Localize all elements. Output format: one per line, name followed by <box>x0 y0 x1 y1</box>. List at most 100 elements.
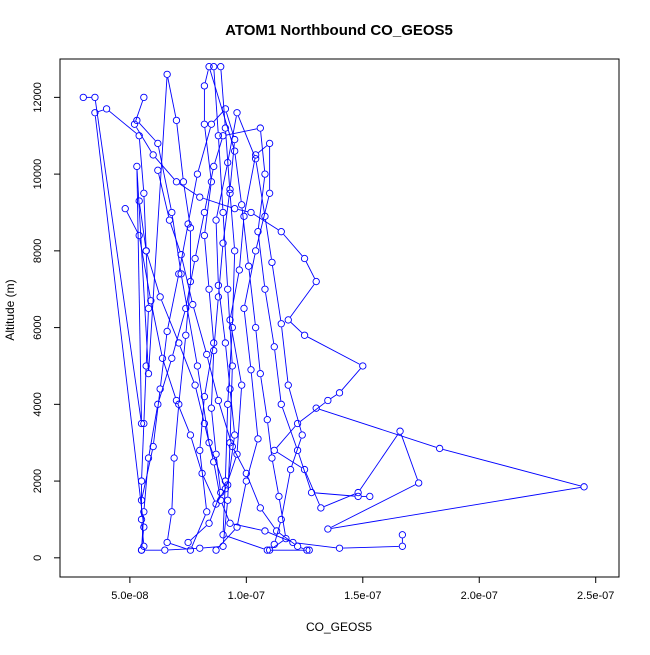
data-point <box>200 231 209 240</box>
data-point <box>284 316 292 324</box>
data-point <box>359 362 367 370</box>
data-point <box>300 254 309 263</box>
data-point <box>207 404 216 412</box>
data-point <box>231 147 239 155</box>
data-point <box>182 331 190 339</box>
data-point <box>270 540 278 549</box>
series-line-segment <box>158 146 172 210</box>
series-line-segment <box>400 434 418 480</box>
series-line-segment <box>246 442 258 478</box>
data-point <box>135 231 143 240</box>
data-point <box>147 297 155 305</box>
series-line-segment <box>185 261 195 305</box>
data-point <box>396 427 404 435</box>
series-line-segment <box>211 354 215 405</box>
data-point <box>196 446 204 455</box>
series-line-segment <box>260 377 268 417</box>
data-point <box>219 208 227 217</box>
data-point <box>261 527 269 535</box>
data-point <box>265 139 274 148</box>
series-line-segment <box>195 388 204 421</box>
series-line-segment <box>255 162 265 213</box>
series-line-segment <box>220 70 226 125</box>
data-point <box>282 534 290 543</box>
data-point <box>205 285 213 293</box>
series-line-segment <box>188 177 198 221</box>
series-line-segment <box>244 254 256 305</box>
data-point <box>207 120 216 128</box>
data-point <box>231 431 239 439</box>
series-line-segment <box>193 307 207 352</box>
data-point <box>154 166 162 174</box>
series-line-segment <box>151 304 163 355</box>
series-line-segment <box>315 492 355 497</box>
x-axis-label: CO_GEOS5 <box>306 620 372 634</box>
data-point <box>168 208 176 217</box>
series-line-segment <box>191 438 202 471</box>
x-tick-label: 5.0e-08 <box>111 590 148 602</box>
series-line-segment <box>176 123 184 179</box>
data-point <box>186 431 195 439</box>
data-point <box>231 135 239 144</box>
data-point <box>226 519 234 527</box>
data-point <box>214 293 223 301</box>
series-line-segment <box>143 196 147 248</box>
data-point <box>102 105 111 113</box>
x-tick-label: 2.0e-07 <box>461 590 498 602</box>
data-point <box>256 124 264 132</box>
y-tick-label: 8000 <box>32 239 44 263</box>
data-point <box>161 546 169 554</box>
series-line-segment <box>276 425 296 448</box>
series-line-segment <box>265 292 275 344</box>
series-line-segment <box>218 246 224 294</box>
series-line-segment <box>199 453 207 509</box>
data-point <box>233 450 241 458</box>
data-point <box>168 508 176 516</box>
series-line-segment <box>257 177 265 229</box>
series-line-segment <box>300 547 304 550</box>
series-line-segment <box>255 331 261 371</box>
series-line-segment <box>145 311 149 363</box>
series-line-segment <box>230 323 242 382</box>
data-point <box>242 469 250 478</box>
series-5 <box>79 63 290 554</box>
series-line-segment <box>225 131 231 190</box>
series-line-segment <box>343 545 399 549</box>
data-point <box>224 496 232 504</box>
data-point <box>121 204 129 213</box>
series-line-segment <box>139 139 145 190</box>
series-line-segment <box>225 112 235 137</box>
series-line-segment <box>146 254 160 294</box>
data-point <box>303 546 311 554</box>
data-point <box>144 304 153 313</box>
data-point <box>79 93 87 102</box>
data-point <box>293 542 302 550</box>
data-point <box>224 158 232 167</box>
series-line-segment <box>139 238 151 298</box>
data-point <box>235 266 243 274</box>
series-line-segment <box>300 402 326 422</box>
data-point <box>219 132 227 140</box>
series-line-segment <box>236 388 242 451</box>
data-point <box>317 504 325 512</box>
data-point <box>91 93 99 102</box>
series-line-segment <box>155 157 175 180</box>
series-line-segment <box>229 196 235 248</box>
series-line-segment <box>260 131 266 171</box>
data-point <box>254 435 262 443</box>
data-point <box>245 262 253 270</box>
data-point <box>261 170 269 178</box>
data-point <box>268 258 276 267</box>
series-line-segment <box>207 357 218 398</box>
data-point <box>196 544 204 552</box>
series-line-segment <box>288 388 302 432</box>
series-line-segment <box>227 331 233 401</box>
data-point <box>140 542 148 550</box>
data-point <box>366 492 374 501</box>
data-point <box>221 485 230 493</box>
series-line-segment <box>109 110 137 134</box>
series-line-segment <box>204 346 214 394</box>
data-point <box>149 442 157 451</box>
series-line-segment <box>305 472 320 505</box>
data-point <box>286 465 295 474</box>
